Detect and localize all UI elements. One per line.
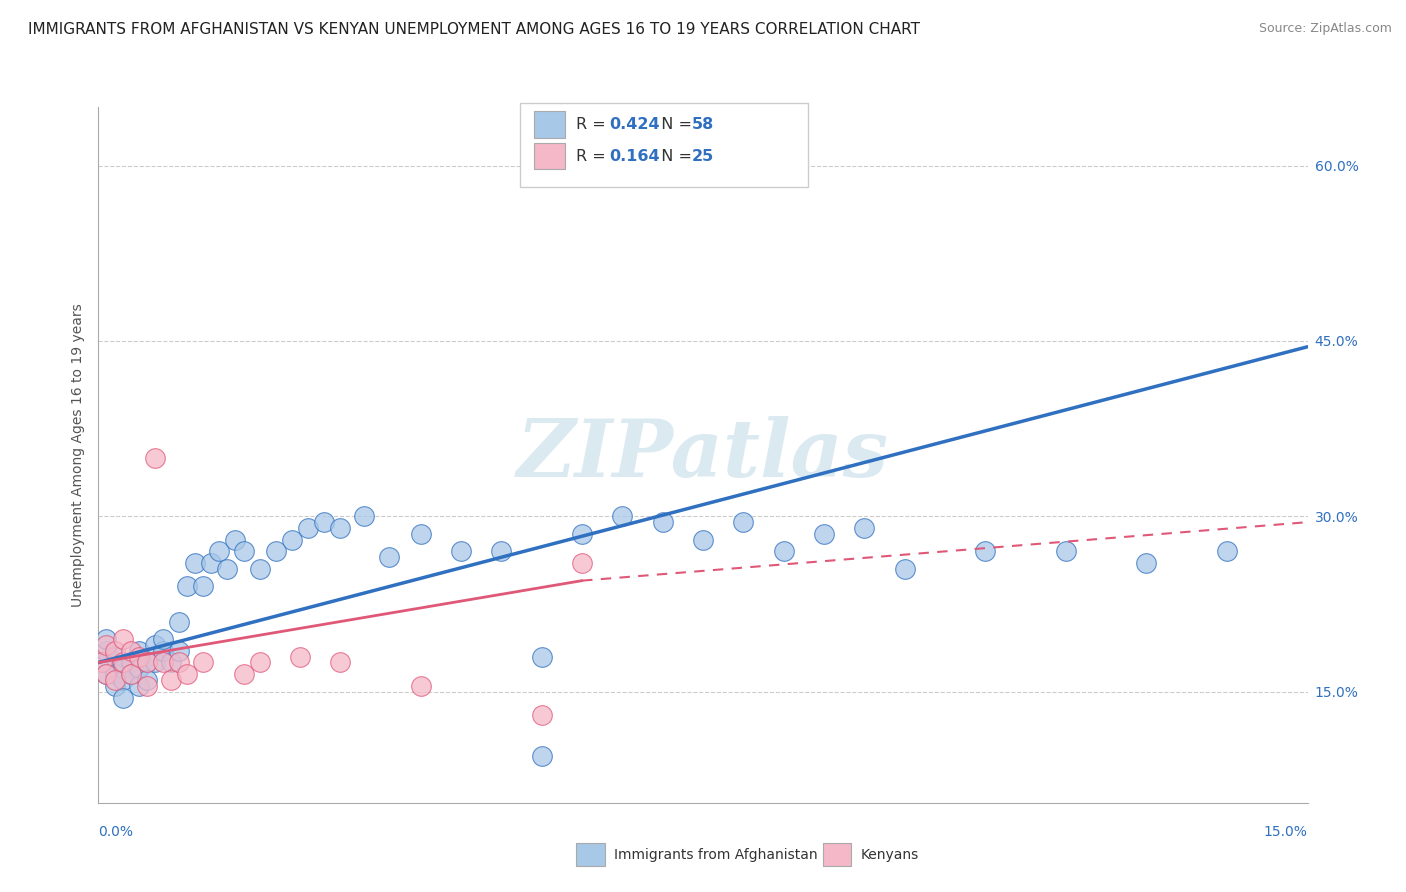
Point — [167, 656, 190, 670]
Point — [103, 667, 125, 681]
Point — [377, 550, 399, 565]
Point — [571, 526, 593, 541]
Point — [120, 667, 142, 681]
Point — [1135, 556, 1157, 570]
Text: Kenyans: Kenyans — [860, 847, 918, 862]
Point — [297, 521, 319, 535]
Point — [612, 509, 634, 524]
Point — [120, 644, 142, 658]
Point — [143, 638, 166, 652]
Point — [103, 673, 125, 687]
Point — [128, 644, 150, 658]
Point — [103, 649, 125, 664]
Point — [974, 544, 997, 558]
Point — [224, 533, 246, 547]
Point — [232, 667, 254, 681]
Y-axis label: Unemployment Among Ages 16 to 19 years: Unemployment Among Ages 16 to 19 years — [72, 303, 86, 607]
Point — [160, 656, 183, 670]
Point — [176, 667, 198, 681]
Text: Immigrants from Afghanistan: Immigrants from Afghanistan — [614, 847, 818, 862]
Point — [135, 679, 157, 693]
Point — [103, 679, 125, 693]
Point — [530, 749, 553, 764]
Text: N =: N = — [651, 118, 697, 132]
Text: IMMIGRANTS FROM AFGHANISTAN VS KENYAN UNEMPLOYMENT AMONG AGES 16 TO 19 YEARS COR: IMMIGRANTS FROM AFGHANISTAN VS KENYAN UN… — [28, 22, 920, 37]
Text: 0.0%: 0.0% — [98, 825, 134, 839]
Point — [217, 562, 239, 576]
Point — [232, 544, 254, 558]
Text: Source: ZipAtlas.com: Source: ZipAtlas.com — [1258, 22, 1392, 36]
Point — [96, 638, 118, 652]
Point — [409, 679, 432, 693]
Point — [200, 556, 222, 570]
Text: 0.164: 0.164 — [609, 149, 659, 163]
Text: 0.424: 0.424 — [609, 118, 659, 132]
Point — [128, 679, 150, 693]
Point — [772, 544, 794, 558]
Point — [1216, 544, 1239, 558]
Point — [491, 544, 513, 558]
Point — [893, 562, 915, 576]
Point — [111, 656, 134, 670]
Point — [530, 708, 553, 723]
Point — [152, 644, 174, 658]
Point — [853, 521, 876, 535]
Point — [692, 533, 714, 547]
Point — [111, 661, 134, 675]
Point — [152, 632, 174, 646]
Point — [530, 649, 553, 664]
Point — [288, 649, 311, 664]
Text: 15.0%: 15.0% — [1264, 825, 1308, 839]
Point — [111, 632, 134, 646]
Point — [409, 526, 432, 541]
Point — [160, 673, 183, 687]
Point — [651, 515, 673, 529]
Point — [329, 656, 352, 670]
Point — [128, 649, 150, 664]
Point — [571, 556, 593, 570]
Point — [733, 515, 755, 529]
Point — [135, 673, 157, 687]
Text: R =: R = — [576, 149, 612, 163]
Point — [264, 544, 287, 558]
Text: R =: R = — [576, 118, 612, 132]
Point — [193, 656, 215, 670]
Text: 25: 25 — [692, 149, 714, 163]
Point — [111, 673, 134, 687]
Point — [353, 509, 375, 524]
Point — [120, 667, 142, 681]
Point — [152, 656, 174, 670]
Point — [120, 656, 142, 670]
Text: 58: 58 — [692, 118, 714, 132]
Point — [314, 515, 336, 529]
Point — [135, 656, 157, 670]
Text: ZIPatlas: ZIPatlas — [517, 417, 889, 493]
Point — [128, 661, 150, 675]
Point — [249, 562, 271, 576]
Point — [208, 544, 231, 558]
Point — [1054, 544, 1077, 558]
Point — [184, 556, 207, 570]
Point — [96, 667, 118, 681]
Point — [111, 690, 134, 705]
Point — [96, 644, 118, 658]
Point — [249, 656, 271, 670]
Point — [143, 656, 166, 670]
Point — [103, 644, 125, 658]
Point — [167, 615, 190, 629]
Point — [176, 579, 198, 593]
Point — [91, 656, 114, 670]
Point — [281, 533, 304, 547]
Point — [96, 632, 118, 646]
Point — [96, 667, 118, 681]
Point — [135, 656, 157, 670]
Text: N =: N = — [651, 149, 697, 163]
Point — [143, 450, 166, 465]
Point — [193, 579, 215, 593]
Point — [91, 656, 114, 670]
Point — [167, 644, 190, 658]
Point — [813, 526, 835, 541]
Point — [450, 544, 472, 558]
Point — [329, 521, 352, 535]
